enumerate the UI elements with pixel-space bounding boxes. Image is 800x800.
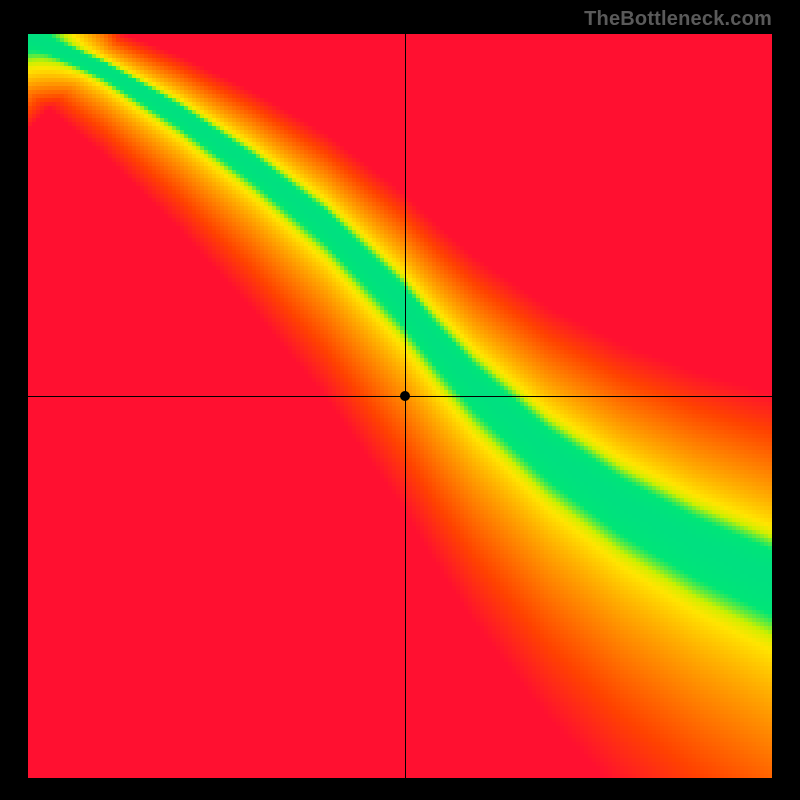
watermark: TheBottleneck.com [584,8,772,31]
chart-container: TheBottleneck.com [0,0,800,800]
heatmap-canvas [28,34,772,778]
plot-area [28,34,772,778]
crosshair-vertical [405,34,406,778]
